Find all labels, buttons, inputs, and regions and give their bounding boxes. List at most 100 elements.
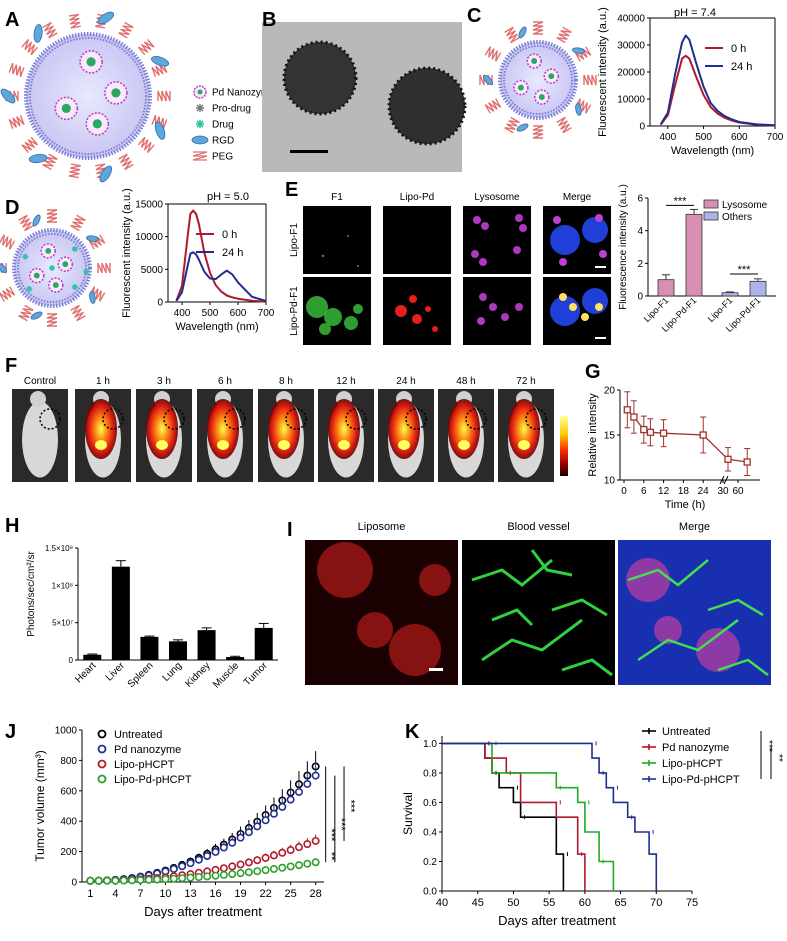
lysosome-spot [471, 250, 479, 258]
merge-vessel [637, 619, 739, 662]
panel-letters: A B C D E F G H I J K [5, 5, 601, 743]
bar-Lysosome [657, 279, 675, 297]
pd-core [45, 247, 52, 254]
significance-label: *** [674, 196, 688, 208]
pd-core [92, 119, 102, 129]
peg-chain [504, 26, 520, 44]
micrograph-bg [463, 277, 531, 345]
merge-spot [559, 258, 567, 266]
data-point-Lipo-pHCPT [253, 856, 262, 865]
liposome-image [305, 540, 458, 685]
survival-curve-Untreated [442, 742, 565, 891]
x-tick-label: 40 [436, 897, 448, 909]
lysosome-spot [479, 293, 487, 301]
fluorescence-signal [207, 399, 239, 459]
x-tick-label: Kidney [183, 660, 212, 689]
x-axis-label: Time (h) [665, 499, 706, 511]
x-axis-label: Days after treatment [144, 904, 262, 919]
x-tick-label: Liver [104, 660, 128, 684]
x-tick-label: 45 [472, 897, 484, 909]
y-tick-label: 0.8 [423, 768, 437, 779]
legend-label: Lipo-pHCPT [662, 758, 723, 770]
axis-break [719, 475, 729, 485]
drug-icon [196, 120, 204, 128]
series-line-0h [175, 209, 267, 303]
bar-kidney [197, 630, 216, 660]
y-tick-label: 0 [71, 878, 77, 889]
data-point-Pdnanozyme [178, 862, 187, 871]
x-tick-label: 600 [731, 132, 748, 143]
fluorescence-signal [268, 399, 300, 459]
data-point-Lipo-Pd-pHCPT [211, 871, 220, 880]
y-tick-label: 200 [60, 847, 77, 858]
nucleus [582, 217, 608, 243]
legend-label: 24 h [731, 61, 752, 73]
lysosome-spot [513, 246, 521, 254]
data-point-Lipo-Pd-pHCPT [94, 876, 103, 885]
panel-letter-c: C [467, 5, 481, 27]
legend-label: Lipo-Pd-pHCPT [662, 774, 740, 786]
data-point-Lipo-Pd-pHCPT [261, 866, 270, 875]
mouse-image-8h [258, 389, 314, 482]
legend-label: Pd nanozyme [662, 742, 729, 754]
y-axis-label: Survival [401, 792, 415, 835]
y-tick-label: 15000 [135, 200, 163, 211]
mouse-head [30, 391, 46, 407]
row-header: Lipo-F1 [289, 223, 300, 257]
legend-label: Drug [212, 120, 234, 131]
rgd-icon [191, 135, 209, 145]
y-tick-label: 0 [157, 298, 163, 309]
vessel-segment [551, 598, 608, 617]
peg-chain [118, 21, 134, 39]
data-point-Lipo-Pd-pHCPT [269, 864, 278, 873]
panel-letter-f: F [5, 355, 17, 377]
mouse-image-Control [12, 389, 68, 482]
tumor-outline [224, 408, 246, 430]
x-tick-label: Muscle [211, 660, 241, 690]
f1-spot [306, 296, 328, 318]
hotspot [398, 440, 410, 450]
row-header: Lipo-Pd-F1 [289, 286, 300, 336]
bar-lung [169, 641, 187, 660]
x-tick-label: 500 [202, 308, 219, 319]
peg-chain [8, 63, 25, 77]
tumor-outline [39, 408, 61, 430]
f1-spot [347, 235, 349, 237]
timepoint-label: 24 h [396, 376, 415, 387]
f1-spot [321, 254, 325, 258]
fluorescence-signal [448, 399, 480, 459]
panel-c-chart: 0 10000 20000 30000 40000 400 500 600 700 Wavelen… [597, 7, 784, 157]
x-tick-label: Heart [73, 660, 98, 685]
timepoint-label: 8 h [279, 376, 293, 387]
f1-spot [319, 323, 331, 335]
merge-spot [595, 214, 603, 222]
x-tick-label: Spleen [126, 660, 156, 690]
y-tick-label: 6 [637, 194, 643, 205]
peg-chain [68, 13, 81, 29]
legend-marker [97, 759, 107, 769]
tumor-outline [285, 408, 307, 430]
mouse-image-48h [438, 389, 494, 482]
lysosome-spot [481, 222, 489, 230]
peg-chain [21, 136, 39, 153]
pd-core [548, 73, 555, 80]
legend-marker [97, 774, 107, 784]
data-point [646, 428, 655, 436]
panel-g-chart: 10 15 20 0 6 12 18 24 30 60 Time (h) Relative inten… [587, 386, 760, 511]
x-tick-label: 30 [717, 486, 729, 497]
rgd-ligand [154, 121, 166, 140]
nanoparticle-2 [389, 68, 465, 144]
panel-b-tem-image [262, 22, 467, 172]
pd-core [111, 88, 121, 98]
timepoint-label: 3 h [157, 376, 171, 387]
timepoint-label: Control [24, 376, 56, 387]
lipid-bilayer [498, 40, 578, 120]
lysosome-spot [515, 214, 523, 222]
prodrug-icon [196, 104, 204, 112]
hotspot [217, 440, 229, 450]
peg-chain [532, 125, 544, 139]
data-point [743, 458, 751, 466]
drug-molecule [49, 265, 55, 271]
bar-Lysosome [685, 213, 703, 297]
